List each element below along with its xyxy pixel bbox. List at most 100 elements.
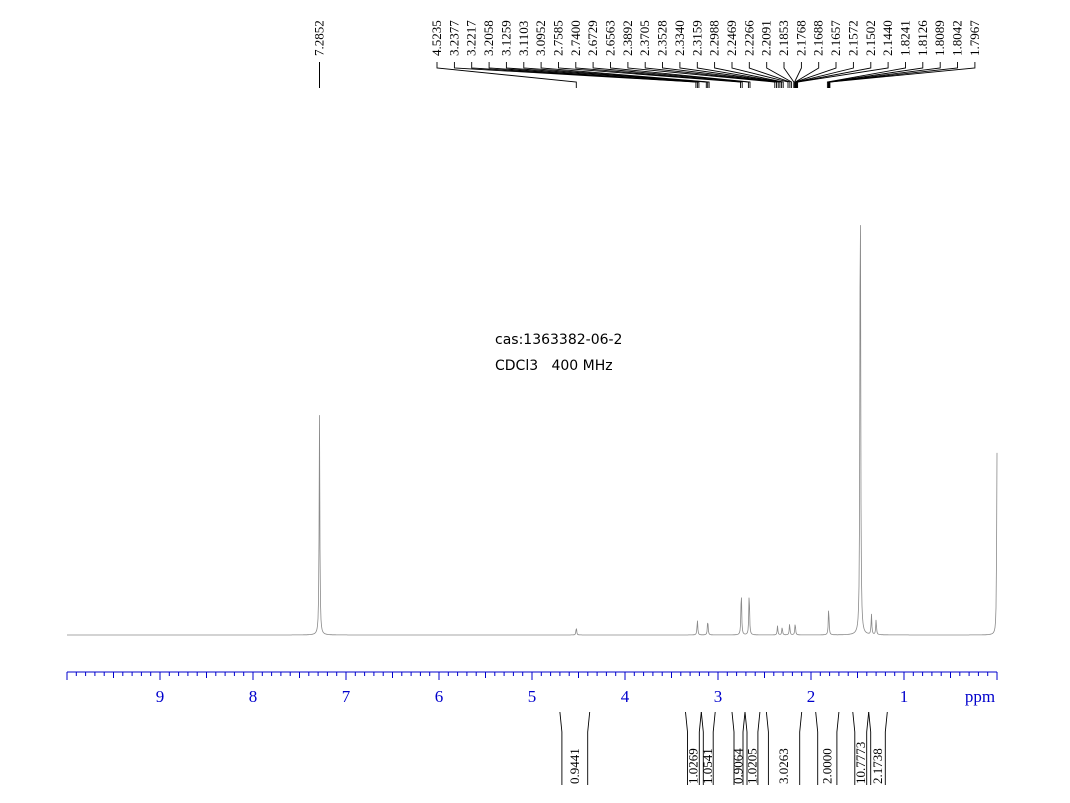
tick-label-4: 4 bbox=[621, 687, 630, 706]
peak-label-leader bbox=[575, 62, 743, 88]
integral-bracket bbox=[757, 711, 761, 785]
peak-label: 3.1103 bbox=[516, 21, 531, 56]
peak-label: 3.2058 bbox=[481, 20, 496, 56]
peak-label-leader bbox=[766, 62, 793, 88]
integral-label: 1.0541 bbox=[700, 748, 715, 784]
sample-conditions: CDCl3 400 MHz bbox=[495, 358, 613, 374]
integral-bracket bbox=[744, 711, 748, 785]
integral-bracket bbox=[731, 711, 735, 785]
peak-label-leader bbox=[505, 62, 707, 88]
peak-label-leader bbox=[829, 62, 976, 88]
peak-label: 2.2091 bbox=[759, 20, 774, 56]
integral-bracket bbox=[700, 711, 704, 785]
integral-label: 2.1738 bbox=[870, 748, 885, 784]
peak-label: 1.8089 bbox=[932, 20, 947, 56]
integral-bracket bbox=[852, 711, 856, 785]
integral-label: 2.0000 bbox=[819, 748, 834, 784]
peak-label: 2.3528 bbox=[655, 20, 670, 56]
peak-label-leader bbox=[627, 62, 776, 88]
peak-label: 2.2266 bbox=[741, 20, 756, 56]
tick-label-3: 3 bbox=[714, 687, 723, 706]
peak-label-group: 7.2852 4.5235 3.2377 3.2217 3.2058 3.1259 3.11… bbox=[312, 20, 982, 88]
peak-label-leader bbox=[796, 62, 872, 88]
peak-label-leader bbox=[662, 62, 779, 88]
peak-label: 1.8042 bbox=[950, 20, 965, 56]
peak-label-leader bbox=[523, 62, 709, 88]
peak-label-leader bbox=[592, 62, 749, 88]
integral-bracket bbox=[868, 711, 872, 785]
integral-label: 0.9064 bbox=[731, 748, 746, 784]
peak-label-leader bbox=[696, 62, 783, 88]
integral-bracket bbox=[742, 711, 746, 785]
integral-bracket bbox=[815, 711, 819, 785]
integral-label: 10.7773 bbox=[853, 742, 868, 784]
peak-label: 2.2988 bbox=[707, 20, 722, 56]
tick-label-2: 2 bbox=[807, 687, 816, 706]
tick-label-6: 6 bbox=[435, 687, 444, 706]
integral-label: 3.0263 bbox=[776, 748, 791, 784]
peak-label-leader bbox=[828, 62, 958, 88]
peak-label: 4.5235 bbox=[429, 20, 444, 56]
x-axis-label: ppm bbox=[965, 687, 995, 706]
peak-label-leader bbox=[436, 62, 577, 88]
peak-label-leader bbox=[453, 62, 697, 88]
integral-label: 0.9441 bbox=[567, 748, 582, 784]
peak-label-leader bbox=[644, 62, 777, 88]
peak-label-leader bbox=[540, 62, 710, 88]
peak-label-leader bbox=[679, 62, 781, 88]
peak-label: 3.2217 bbox=[464, 20, 479, 56]
peak-label-leader bbox=[826, 62, 906, 88]
peak-label: 1.8126 bbox=[915, 20, 930, 56]
peak-label-leader bbox=[558, 62, 741, 88]
peak-label: 2.1768 bbox=[793, 20, 808, 56]
peak-label-leader bbox=[748, 62, 791, 88]
tick-label-9: 9 bbox=[156, 687, 165, 706]
peak-label-leader bbox=[795, 62, 837, 88]
spectrum-group bbox=[67, 225, 998, 636]
peak-label: 1.8241 bbox=[898, 20, 913, 56]
peak-label: 2.1657 bbox=[828, 20, 843, 56]
integral-bracket bbox=[884, 711, 888, 785]
peak-label: 2.1502 bbox=[863, 20, 878, 56]
integral-bracket bbox=[698, 711, 702, 785]
tick-label-7: 7 bbox=[342, 687, 351, 706]
peak-label: 3.1259 bbox=[498, 20, 513, 56]
peak-label-leader bbox=[488, 62, 700, 88]
peak-label: 2.7400 bbox=[568, 20, 583, 56]
peak-label-leader bbox=[795, 62, 854, 88]
x-axis: 9 8 7 6 5 4 3 2 1 ppm bbox=[66, 671, 998, 706]
peak-label-leader bbox=[731, 62, 789, 88]
peak-label-leader bbox=[783, 62, 795, 88]
peak-label: 2.3159 bbox=[689, 20, 704, 56]
peak-label: 7.2852 bbox=[312, 20, 327, 56]
peak-label-leader bbox=[794, 62, 802, 88]
integral-bracket bbox=[799, 711, 803, 785]
peak-label: 3.0952 bbox=[533, 20, 548, 56]
peak-label: 2.1688 bbox=[811, 20, 826, 56]
peak-label: 2.7585 bbox=[551, 20, 566, 56]
integral-bracket bbox=[685, 711, 688, 785]
peak-label: 2.1440 bbox=[880, 20, 895, 56]
tick-label-5: 5 bbox=[528, 687, 537, 706]
integral-bracket bbox=[836, 711, 840, 785]
integral-bracket bbox=[765, 711, 769, 785]
peak-label-leader bbox=[714, 62, 784, 88]
spectrum-trace bbox=[67, 225, 998, 636]
integral-label: 1.0269 bbox=[685, 748, 700, 784]
peak-label: 2.6563 bbox=[603, 20, 618, 56]
integral-bracket bbox=[866, 711, 870, 785]
peak-label: 1.7967 bbox=[967, 20, 982, 56]
integral-bracket bbox=[559, 711, 563, 785]
peak-label-leader bbox=[797, 62, 889, 88]
integral-bracket bbox=[712, 711, 716, 785]
peak-label-leader bbox=[471, 62, 698, 88]
peak-label: 2.6729 bbox=[585, 20, 600, 56]
peak-label: 2.2469 bbox=[724, 20, 739, 56]
peak-label: 3.2377 bbox=[446, 20, 461, 56]
peak-label: 2.3892 bbox=[620, 20, 635, 56]
peak-label: 2.1572 bbox=[845, 20, 860, 56]
tick-label-1: 1 bbox=[900, 687, 909, 706]
sample-cas: cas:1363382-06-2 bbox=[495, 332, 623, 348]
